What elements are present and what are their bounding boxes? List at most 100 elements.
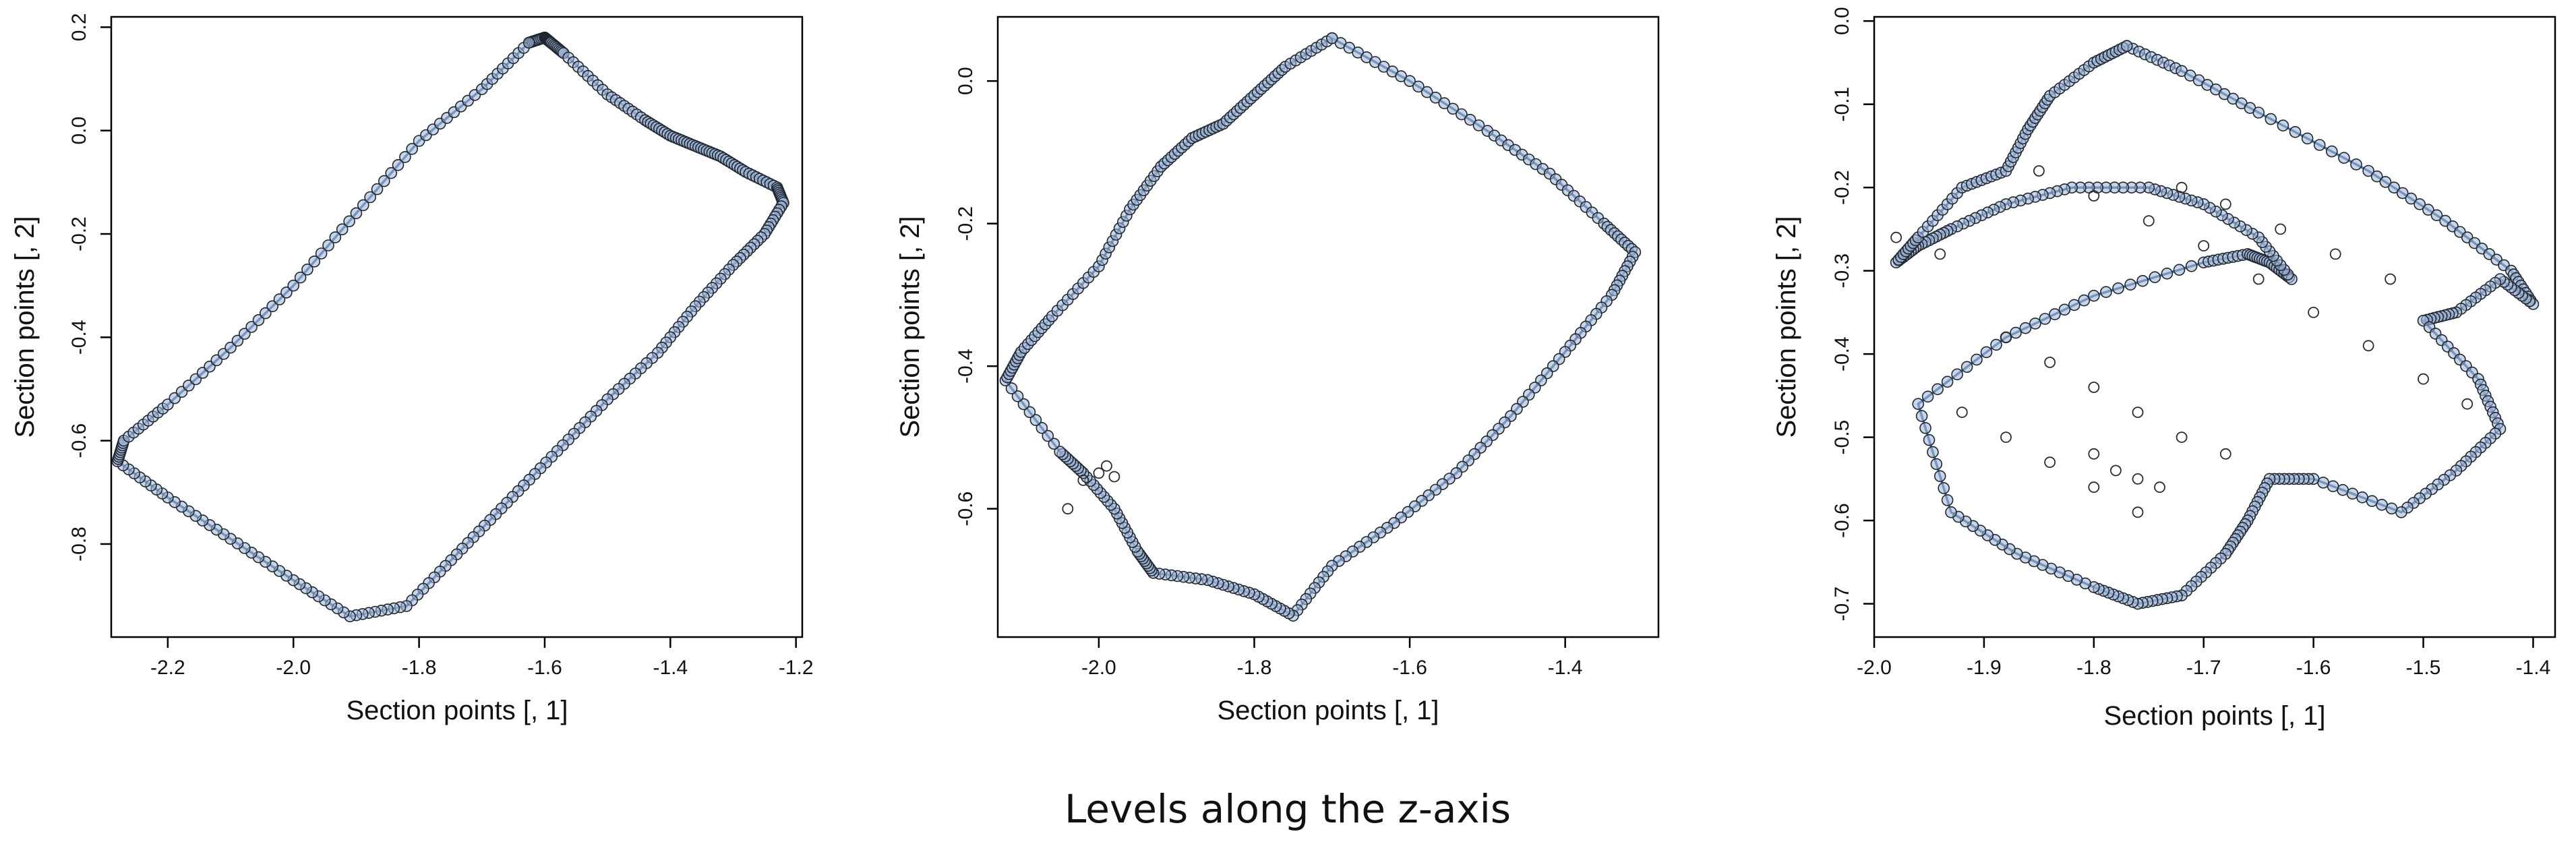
x-tick-label: -1.9 <box>1967 657 2002 679</box>
open-data-point <box>2176 181 2188 193</box>
data-point <box>1429 92 1442 104</box>
chart-panel-left: -2.2 -2.0 -1.8 -1.6 -1.4 -1.2 -0.8 -0.6 -0.4 -0.2… <box>10 13 814 725</box>
data-point <box>1042 429 1054 442</box>
x-tick-label: -2.0 <box>276 657 311 679</box>
open-data-point <box>2088 382 2100 393</box>
open-data-point <box>1934 248 1946 260</box>
data-point <box>2385 502 2398 515</box>
data-point <box>2136 274 2149 287</box>
open-data-point <box>2252 273 2265 285</box>
open-data-point <box>2044 456 2056 469</box>
y-tick-label: -0.2 <box>955 206 977 241</box>
data-point <box>378 175 390 187</box>
data-point <box>2430 209 2443 222</box>
data-point <box>231 334 244 347</box>
y-tick-label: 0.0 <box>1831 7 1853 35</box>
data-point <box>392 159 405 171</box>
data-point <box>1326 32 1338 44</box>
open-data-point <box>1956 407 1968 418</box>
data-point <box>308 255 321 268</box>
data-point <box>1930 458 1943 471</box>
data-point <box>315 247 328 260</box>
open-data-point <box>2000 431 2012 443</box>
open-data-point <box>2088 481 2100 493</box>
data-point <box>1919 422 1931 434</box>
y-tick-label: -0.6 <box>1831 503 1853 538</box>
data-point <box>522 36 535 49</box>
open-data-point <box>2033 165 2045 177</box>
data-point <box>2120 40 2133 52</box>
chart-panel-middle: -2.0 -1.8 -1.6 -1.4 -0.6 -0.4 -0.2 0.0 Section p… <box>895 16 1660 725</box>
x-axis-title: Section points [, 1] <box>1217 696 1439 725</box>
open-data-point <box>2132 506 2144 518</box>
data-point <box>371 183 384 196</box>
data-point <box>301 263 313 276</box>
data-point <box>280 287 293 299</box>
data-point <box>329 231 342 243</box>
data-point <box>2289 126 2302 138</box>
data-point <box>1923 433 1936 446</box>
data-point <box>2396 187 2409 200</box>
y-axis-title: Section points [, 2] <box>1772 216 1801 438</box>
data-point <box>1420 86 1433 98</box>
data-point <box>2149 271 2161 284</box>
data-point <box>1921 390 1934 403</box>
data-point <box>2252 107 2265 119</box>
data-point <box>2078 294 2091 307</box>
data-point <box>2265 113 2277 125</box>
data-point <box>2366 495 2378 508</box>
data-point <box>1464 113 1476 126</box>
data-point <box>2370 170 2383 183</box>
data-point <box>1980 346 1993 359</box>
series-line <box>1004 37 1637 618</box>
data-point <box>2327 480 2339 493</box>
data-point <box>406 143 419 155</box>
data-point <box>1472 119 1485 131</box>
data-point <box>273 293 286 305</box>
y-tick-label: -0.2 <box>68 216 90 251</box>
data-point <box>2068 299 2080 311</box>
x-tick-label: -1.6 <box>1392 657 1427 679</box>
open-data-point <box>2461 398 2474 410</box>
open-data-point <box>2418 373 2429 385</box>
data-point <box>350 207 363 220</box>
open-data-point <box>1108 471 1120 483</box>
data-point <box>2405 192 2418 205</box>
x-tick-label: -1.2 <box>779 657 814 679</box>
data-point <box>245 321 258 333</box>
y-tick-label: -0.6 <box>955 491 977 527</box>
data-point <box>2019 322 2032 334</box>
open-data-point <box>2143 215 2155 227</box>
data-point <box>1447 102 1459 115</box>
data-point <box>238 328 251 340</box>
x-tick-label: -2.0 <box>1081 657 1116 679</box>
open-data-point <box>2385 273 2397 285</box>
data-point <box>2388 181 2400 194</box>
open-data-point <box>2132 407 2144 418</box>
open-data-point <box>2219 448 2231 460</box>
x-tick-label: -1.5 <box>2406 657 2441 679</box>
open-data-point <box>2198 240 2210 252</box>
data-point <box>2100 286 2112 299</box>
data-point <box>2029 318 2041 330</box>
y-tick-label: -0.7 <box>1831 587 1853 622</box>
data-point <box>259 307 272 320</box>
x-tick-label: -1.8 <box>402 657 437 679</box>
data-point <box>1011 390 1024 402</box>
x-tick-label: -1.4 <box>2516 657 2551 679</box>
data-point <box>2422 204 2434 216</box>
data-point <box>1951 368 1963 381</box>
data-point <box>1912 398 1924 411</box>
data-point <box>1990 338 2002 351</box>
x-tick-label: -1.6 <box>527 657 562 679</box>
data-point <box>1938 482 1950 494</box>
y-axis-title: Section points [, 2] <box>10 216 40 438</box>
data-point <box>2346 487 2359 500</box>
open-data-point <box>2308 306 2320 318</box>
data-point <box>1412 80 1425 93</box>
data-point <box>224 341 237 354</box>
data-point <box>2350 158 2362 171</box>
open-data-point <box>2176 431 2188 443</box>
data-point <box>1054 446 1066 458</box>
data-point <box>1456 108 1468 121</box>
